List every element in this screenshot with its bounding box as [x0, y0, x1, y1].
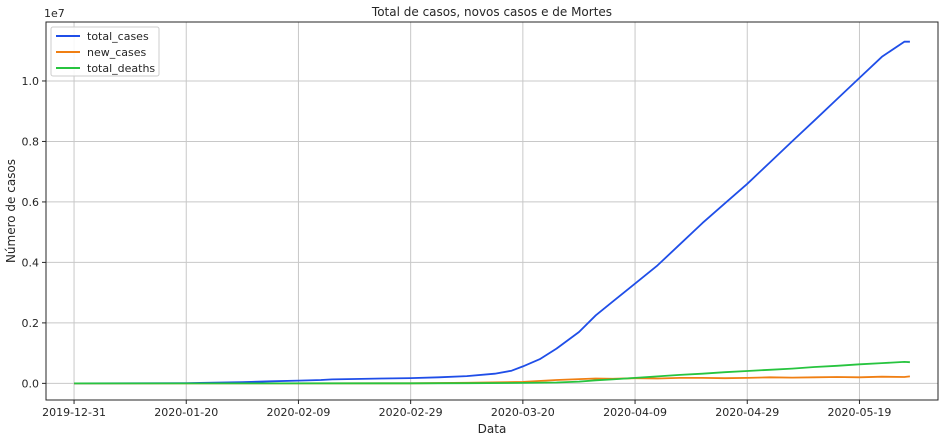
legend-frame	[50, 26, 160, 77]
series-lines	[74, 40, 910, 385]
y-tick-label: 0.6	[22, 196, 40, 209]
series-line-new-cases	[74, 375, 910, 385]
series-line-total-deaths	[74, 360, 910, 385]
x-tick-label: 2020-05-19	[827, 406, 891, 419]
x-tick-label: 2020-02-09	[266, 406, 330, 419]
y-tick-label: 0.2	[22, 317, 40, 330]
y-axis: 0.0 0.2 0.4 0.6 0.8 1.0	[22, 75, 46, 390]
x-tick-label: 2020-01-20	[154, 406, 218, 419]
legend-label: total_cases	[87, 30, 149, 43]
legend-label: new_cases	[87, 46, 147, 59]
y-tick-label: 1.0	[22, 75, 40, 88]
y-tick-label: 0.8	[22, 135, 40, 148]
y-tick-label: 0.4	[22, 256, 40, 269]
y-axis-offset-label: 1e7	[44, 7, 65, 20]
series-line-total-cases	[74, 40, 910, 385]
x-tick-label: 2020-02-29	[379, 406, 443, 419]
x-tick-label: 2020-04-09	[603, 406, 667, 419]
x-tick-label: 2020-04-29	[715, 406, 779, 419]
legend-label: total_deaths	[87, 62, 155, 75]
y-tick-label: 0.0	[22, 377, 40, 390]
chart-title: Total de casos, novos casos e de Mortes	[371, 5, 612, 19]
x-tick-label: 2019-12-31	[42, 406, 106, 419]
grid	[46, 22, 938, 400]
legend: total_cases new_cases total_deaths	[50, 26, 160, 77]
x-axis-label: Data	[478, 422, 507, 436]
y-axis-label: Número de casos	[4, 159, 18, 263]
x-axis: 2019-12-31 2020-01-20 2020-02-09 2020-02-29…	[42, 400, 891, 419]
plot-area-frame	[45, 21, 939, 401]
x-tick-label: 2020-03-20	[491, 406, 555, 419]
